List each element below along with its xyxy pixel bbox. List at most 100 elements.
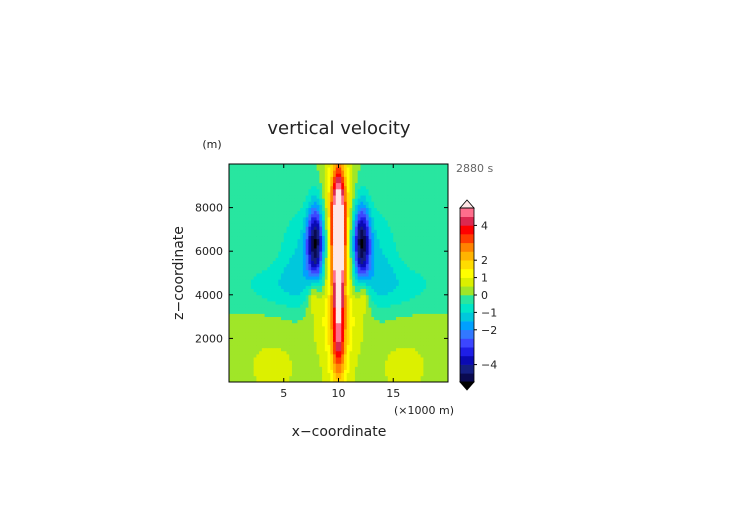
heatmap-cell	[294, 195, 298, 199]
heatmap-cell	[294, 347, 298, 352]
heatmap-cell	[234, 350, 238, 355]
heatmap-cell	[259, 210, 263, 215]
heatmap-cell	[333, 213, 337, 218]
heatmap-cell	[371, 251, 375, 255]
heatmap-cell	[242, 332, 246, 336]
heatmap-cell	[308, 241, 312, 246]
heatmap-cell	[267, 372, 271, 377]
heatmap-cell	[382, 198, 386, 202]
heatmap-cell	[322, 285, 326, 289]
heatmap-cell	[360, 254, 364, 258]
heatmap-cell	[395, 241, 400, 246]
heatmap-cell	[404, 210, 408, 215]
heatmap-cell	[417, 329, 422, 333]
heatmap-cell	[272, 310, 276, 314]
heatmap-cell	[371, 216, 375, 221]
heatmap-cell	[393, 332, 397, 336]
heatmap-cell	[415, 297, 419, 302]
heatmap-cell	[333, 210, 337, 215]
heatmap-cell	[354, 369, 359, 374]
heatmap-cell	[311, 282, 315, 286]
heatmap-cell	[445, 347, 449, 352]
heatmap-cell	[237, 188, 241, 193]
heatmap-cell	[281, 291, 285, 296]
heatmap-cell	[374, 257, 378, 261]
heatmap-cell	[352, 248, 356, 252]
heatmap-cell	[401, 294, 405, 299]
heatmap-cell	[311, 297, 315, 302]
heatmap-cell	[283, 341, 287, 346]
heatmap-cell	[346, 294, 350, 299]
heatmap-cell	[412, 313, 416, 317]
heatmap-cell	[346, 372, 350, 377]
heatmap-cell	[305, 213, 309, 218]
heatmap-cell	[368, 332, 372, 336]
heatmap-cell	[445, 372, 449, 377]
heatmap-cell	[401, 192, 405, 196]
heatmap-cell	[354, 282, 359, 286]
heatmap-cell	[237, 269, 241, 274]
heatmap-cell	[297, 216, 301, 221]
heatmap-cell	[330, 285, 334, 289]
heatmap-cell	[322, 210, 326, 215]
heatmap-cell	[234, 226, 238, 230]
heatmap-cell	[393, 241, 397, 246]
heatmap-cell	[275, 241, 279, 246]
heatmap-cell	[327, 276, 331, 280]
heatmap-cell	[382, 223, 386, 227]
heatmap-cell	[354, 220, 359, 224]
heatmap-cell	[365, 307, 370, 311]
heatmap-cell	[420, 344, 424, 349]
heatmap-cell	[439, 213, 443, 218]
heatmap-cell	[308, 335, 312, 339]
heatmap-cell	[335, 347, 339, 352]
heatmap-cell	[401, 360, 405, 364]
heatmap-cell	[327, 338, 331, 342]
heatmap-cell	[352, 294, 356, 299]
heatmap-cell	[379, 248, 383, 252]
heatmap-cell	[313, 263, 317, 268]
heatmap-cell	[374, 226, 378, 230]
heatmap-cell	[267, 335, 271, 339]
heatmap-cell	[376, 319, 380, 324]
heatmap-cell	[278, 210, 282, 215]
heatmap-cell	[316, 307, 320, 311]
heatmap-cell	[253, 316, 257, 321]
heatmap-cell	[242, 322, 246, 327]
heatmap-cell	[442, 297, 446, 302]
heatmap-cell	[305, 332, 309, 336]
heatmap-cell	[245, 195, 249, 199]
heatmap-cell	[374, 276, 378, 280]
heatmap-cell	[357, 238, 361, 243]
heatmap-cell	[404, 263, 408, 268]
heatmap-cell	[275, 204, 279, 208]
heatmap-cell	[360, 226, 364, 230]
heatmap-cell	[242, 366, 246, 370]
heatmap-cell	[291, 260, 296, 265]
heatmap-cell	[352, 363, 356, 367]
heatmap-cell	[379, 322, 383, 327]
heatmap-cell	[442, 210, 446, 215]
heatmap-cell	[341, 226, 345, 230]
heatmap-cell	[245, 220, 249, 224]
heatmap-cell	[445, 244, 449, 249]
heatmap-cell	[412, 357, 416, 361]
heatmap-cell	[319, 291, 323, 296]
heatmap-cell	[395, 232, 400, 237]
heatmap-cell	[297, 201, 301, 205]
heatmap-cell	[393, 235, 397, 240]
heatmap-cell	[281, 195, 285, 199]
heatmap-cell	[439, 223, 443, 227]
heatmap-cell	[395, 192, 400, 196]
heatmap-cell	[439, 282, 443, 286]
heatmap-cell	[245, 344, 249, 349]
heatmap-cell	[248, 269, 252, 274]
heatmap-cell	[297, 375, 301, 380]
heatmap-cell	[253, 297, 257, 302]
heatmap-cell	[343, 285, 348, 289]
heatmap-cell	[349, 257, 353, 261]
heatmap-cell	[398, 279, 402, 283]
heatmap-cell	[297, 322, 301, 327]
heatmap-cell	[259, 257, 263, 261]
heatmap-cell	[253, 285, 257, 289]
